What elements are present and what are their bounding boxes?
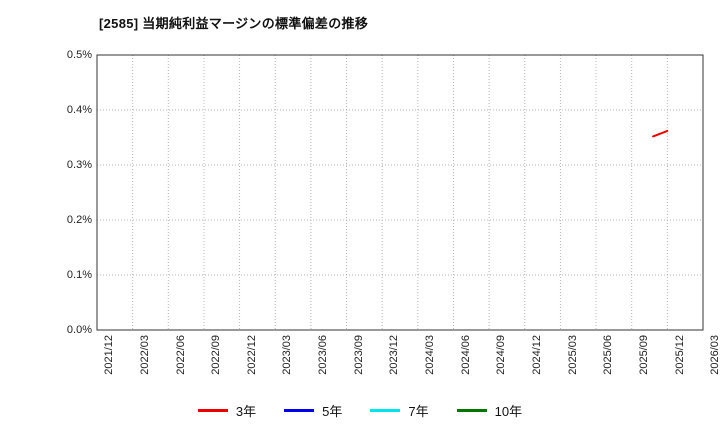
legend-label: 10年 bbox=[494, 404, 523, 419]
legend-label: 3年 bbox=[235, 404, 257, 419]
legend-item-10年: 10年 bbox=[456, 401, 523, 420]
y-tick-label: 0.4% bbox=[66, 103, 92, 116]
x-tick-label: 2021/12 bbox=[103, 335, 115, 375]
legend-line-swatch bbox=[284, 409, 315, 412]
legend-label: 5年 bbox=[322, 404, 343, 419]
x-tick-label: 2025/09 bbox=[637, 335, 650, 375]
legend-line-swatch bbox=[370, 409, 401, 412]
x-tick-label: 2022/09 bbox=[209, 335, 222, 375]
x-tick-label: 2024/03 bbox=[423, 335, 436, 375]
x-tick-label: 2025/03 bbox=[566, 335, 579, 375]
y-tick-label: 0.0% bbox=[66, 323, 92, 336]
x-tick-label: 2023/03 bbox=[281, 335, 294, 375]
y-tick-label: 0.2% bbox=[66, 213, 92, 226]
legend-line-swatch bbox=[456, 409, 487, 412]
x-tick-label: 2025/12 bbox=[673, 335, 686, 375]
x-tick-label: 2024/06 bbox=[459, 335, 472, 375]
x-tick-label: 2023/12 bbox=[388, 335, 401, 375]
x-tick-label: 2022/03 bbox=[138, 335, 151, 375]
legend-label: 7年 bbox=[408, 404, 429, 419]
x-tick-label: 2026/03 bbox=[709, 335, 720, 375]
x-tick-label: 2022/06 bbox=[174, 335, 187, 375]
x-tick-label: 2022/12 bbox=[245, 335, 258, 375]
y-tick-label: 0.3% bbox=[66, 158, 92, 171]
x-tick-label: 2023/09 bbox=[352, 335, 365, 375]
legend-item-3年: 3年 bbox=[197, 401, 257, 420]
chart-title: [2585] 当期純利益マージンの標準偏差の推移 bbox=[99, 16, 369, 31]
legend-item-5年: 5年 bbox=[284, 401, 342, 420]
legend: 3年 5年 7年 10年 bbox=[0, 401, 720, 420]
x-tick-label: 2025/06 bbox=[602, 335, 615, 375]
y-tick-label: 0.1% bbox=[66, 268, 92, 281]
series-line-3年 bbox=[652, 129, 669, 138]
x-tick-label: 2023/06 bbox=[316, 335, 329, 375]
legend-item-7年: 7年 bbox=[370, 401, 429, 420]
y-tick-label: 0.5% bbox=[66, 48, 92, 61]
legend-line-swatch bbox=[197, 409, 228, 412]
x-tick-label: 2024/09 bbox=[495, 335, 508, 375]
plot-frame bbox=[96, 54, 704, 331]
x-tick-label: 2024/12 bbox=[530, 335, 543, 375]
